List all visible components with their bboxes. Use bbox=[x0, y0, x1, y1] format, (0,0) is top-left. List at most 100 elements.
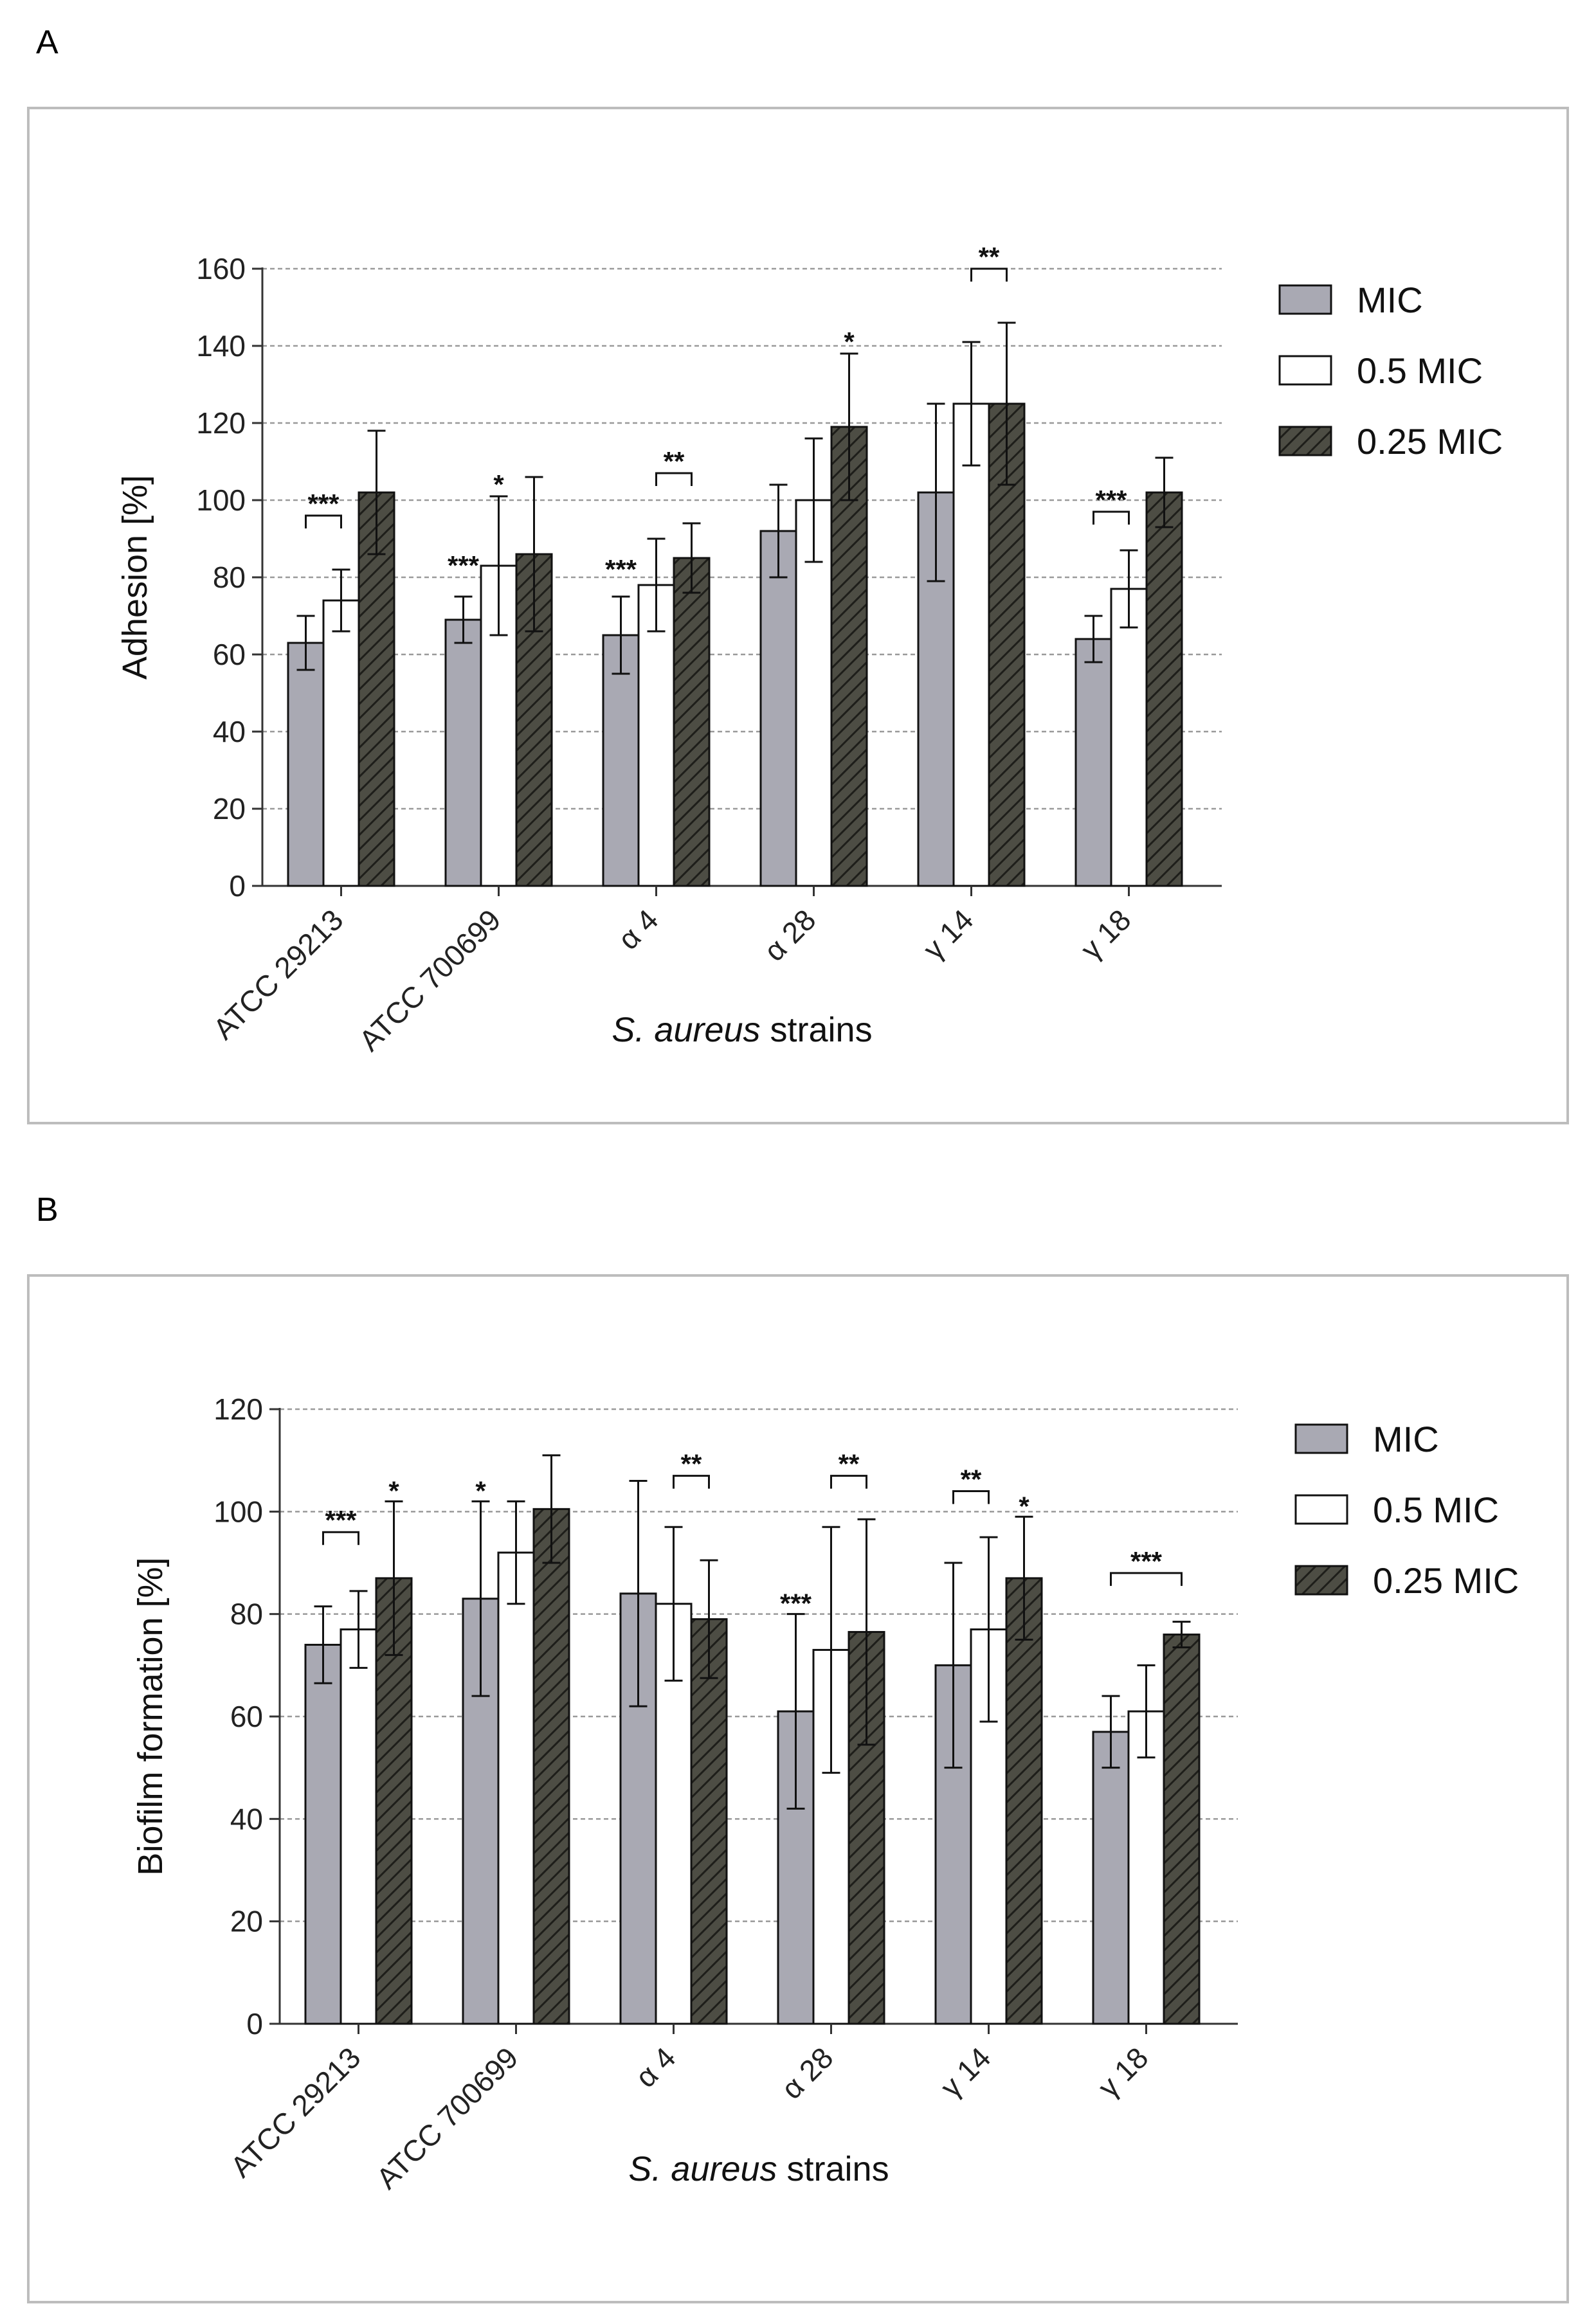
bar bbox=[690, 1618, 728, 2025]
significance-label: ** bbox=[979, 242, 1000, 272]
significance-bracket bbox=[830, 1475, 867, 1489]
significance-label: *** bbox=[605, 554, 637, 584]
panel-label-a: A bbox=[36, 24, 59, 61]
x-axis-title-italic: S. aureus bbox=[628, 2150, 777, 2188]
y-tick-label: 40 bbox=[213, 715, 246, 748]
x-tick-label: γ 14 bbox=[934, 2040, 997, 2103]
chart-b: 0 20 40 60 80 100 120 ATCC 29213 ATCC 700699 α 4 α… bbox=[131, 1392, 1519, 2195]
x-tick-label: ATCC 700699 bbox=[352, 903, 507, 1057]
bar bbox=[497, 1551, 535, 2025]
x-tick-label: α 28 bbox=[757, 903, 822, 968]
bar bbox=[322, 599, 360, 887]
bar bbox=[287, 642, 325, 887]
y-tick-label: 100 bbox=[196, 483, 246, 517]
x-tick-label: γ 18 bbox=[1074, 903, 1137, 966]
x-tick-label: ATCC 700699 bbox=[370, 2040, 524, 2195]
significance-label: * bbox=[493, 469, 504, 500]
bar bbox=[1005, 1577, 1043, 2025]
x-axis-title: S. aureus strains bbox=[612, 1011, 872, 1049]
y-tick-label: 80 bbox=[230, 1598, 263, 1631]
significance-label: *** bbox=[448, 550, 480, 581]
significance-label: *** bbox=[325, 1505, 357, 1535]
significance-label: ** bbox=[839, 1449, 860, 1479]
x-axis-title: S. aureus strains bbox=[628, 2150, 889, 2188]
x-tick-label: α 4 bbox=[629, 2040, 682, 2094]
significance-label: * bbox=[475, 1475, 486, 1506]
legend-label: 0.5 MIC bbox=[1373, 1490, 1499, 1530]
bar bbox=[444, 618, 482, 887]
chart-a: 0 20 40 60 80 100 120 140 160 ATCC 29213 ATCC 7006… bbox=[116, 242, 1503, 1058]
significance-bracket bbox=[305, 514, 342, 528]
legend-swatch bbox=[1294, 1494, 1348, 1525]
x-tick-label: ATCC 29213 bbox=[224, 2040, 367, 2183]
significance-bracket bbox=[1093, 510, 1130, 525]
bar bbox=[532, 1508, 570, 2025]
significance-bracket bbox=[673, 1475, 710, 1489]
panel-b-frame bbox=[27, 1274, 1569, 2303]
legend-label: 0.5 MIC bbox=[1357, 350, 1483, 391]
y-tick-label: 80 bbox=[213, 561, 246, 594]
bar bbox=[358, 491, 395, 887]
significance-label: *** bbox=[307, 489, 340, 519]
y-axis-title: Adhesion [%] bbox=[116, 475, 154, 680]
significance-bracket bbox=[655, 472, 693, 486]
y-tick-label: 120 bbox=[196, 406, 246, 440]
y-axis-title: Biofilm formation [%] bbox=[131, 1557, 170, 1875]
significance-bracket bbox=[1110, 1572, 1183, 1586]
significance-label: * bbox=[844, 327, 855, 357]
legend-swatch bbox=[1278, 426, 1332, 456]
bar bbox=[1092, 1731, 1130, 2025]
x-tick-label: α 28 bbox=[775, 2040, 840, 2105]
legend-swatch bbox=[1278, 284, 1332, 315]
bar bbox=[952, 402, 990, 887]
bar bbox=[1163, 1634, 1201, 2025]
y-tick-label: 100 bbox=[213, 1495, 263, 1528]
significance-label: ** bbox=[664, 446, 685, 476]
y-tick-label: 160 bbox=[196, 252, 246, 285]
significance-bracket bbox=[952, 1490, 990, 1504]
bar bbox=[304, 1643, 342, 2025]
y-tick-label: 0 bbox=[246, 2007, 263, 2040]
y-tick-label: 140 bbox=[196, 329, 246, 363]
x-tick-label: ATCC 29213 bbox=[206, 903, 349, 1045]
significance-label: *** bbox=[1130, 1546, 1163, 1576]
bar bbox=[673, 557, 711, 887]
bar bbox=[759, 530, 797, 887]
legend-label: MIC bbox=[1373, 1419, 1439, 1459]
y-tick-label: 60 bbox=[230, 1700, 263, 1733]
legend-label: 0.25 MIC bbox=[1373, 1560, 1519, 1601]
y-tick-label: 20 bbox=[230, 1905, 263, 1938]
panel-a-frame bbox=[27, 107, 1569, 1124]
legend-label: 0.25 MIC bbox=[1357, 421, 1503, 462]
bar bbox=[1145, 491, 1183, 887]
significance-label: * bbox=[1019, 1491, 1029, 1521]
y-tick-label: 20 bbox=[213, 792, 246, 825]
significance-bracket bbox=[322, 1531, 359, 1545]
panel-label-b: B bbox=[36, 1191, 59, 1229]
y-tick-label: 120 bbox=[213, 1392, 263, 1426]
x-tick-label: γ 14 bbox=[916, 903, 979, 966]
bar bbox=[515, 553, 553, 887]
bar bbox=[1075, 638, 1112, 887]
significance-label: *** bbox=[1095, 485, 1127, 515]
x-axis-title-italic: S. aureus bbox=[612, 1011, 760, 1049]
x-tick-label: α 4 bbox=[612, 903, 665, 956]
legend-label: MIC bbox=[1357, 280, 1423, 320]
x-tick-label: γ 18 bbox=[1091, 2040, 1154, 2103]
x-axis-title-normal: strains bbox=[761, 1011, 873, 1049]
bar bbox=[602, 634, 640, 887]
significance-bracket bbox=[970, 267, 1008, 282]
significance-label: ** bbox=[961, 1464, 982, 1494]
y-tick-label: 0 bbox=[229, 869, 246, 903]
y-tick-label: 40 bbox=[230, 1802, 263, 1835]
x-axis-title-normal: strains bbox=[777, 2150, 889, 2188]
legend-swatch bbox=[1278, 355, 1332, 386]
legend-swatch bbox=[1294, 1565, 1348, 1596]
significance-label: * bbox=[388, 1475, 399, 1506]
legend-swatch bbox=[1294, 1423, 1348, 1454]
significance-label: ** bbox=[681, 1449, 702, 1479]
bar bbox=[1110, 588, 1148, 887]
significance-label: *** bbox=[780, 1589, 812, 1619]
y-tick-label: 60 bbox=[213, 638, 246, 671]
